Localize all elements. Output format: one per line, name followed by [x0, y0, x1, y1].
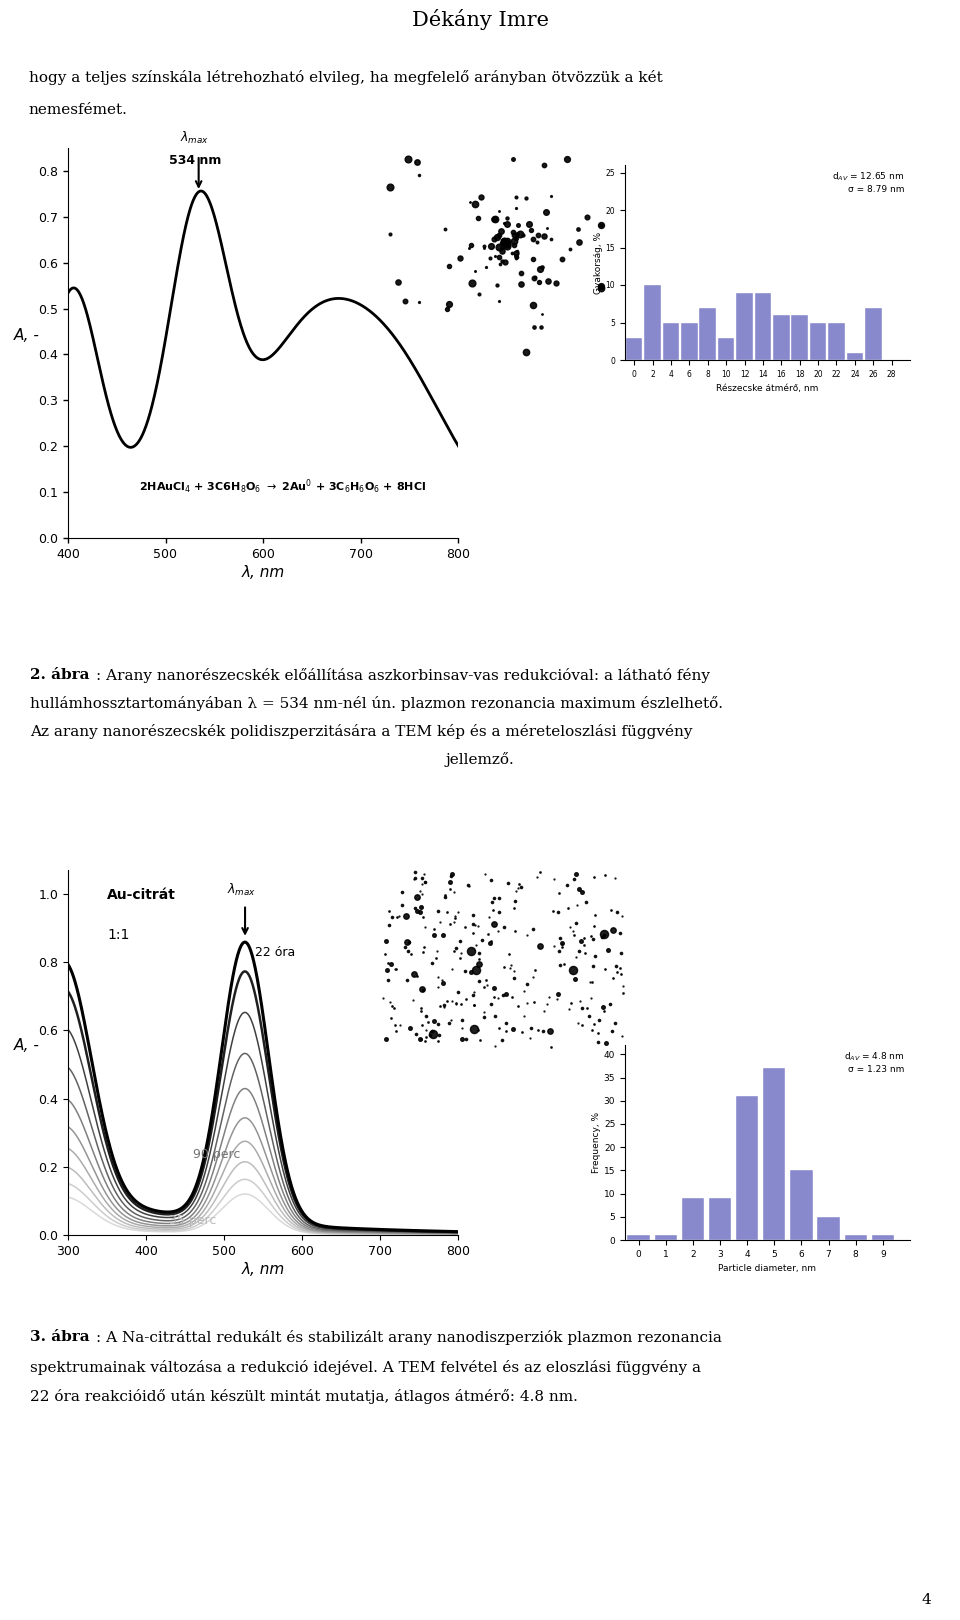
- Y-axis label: Frequency, %: Frequency, %: [592, 1111, 601, 1173]
- Bar: [845, 1236, 867, 1239]
- Bar: [872, 1236, 894, 1239]
- Text: : Arany nanorészecskék előállítása aszkorbinsav-vas redukcióval: a látható fény: : Arany nanorészecskék előállítása aszko…: [96, 667, 709, 684]
- X-axis label: Részecske átmérő, nm: Részecske átmérő, nm: [716, 384, 819, 394]
- Text: Az arany nanorészecskék polidiszperzitására a TEM kép és a méreteloszlási függvé: Az arany nanorészecskék polidiszperzitás…: [30, 724, 692, 739]
- Y-axis label: Gyakorság, %: Gyakorság, %: [594, 232, 603, 293]
- Bar: [681, 322, 698, 360]
- Text: jellemző.: jellemző.: [445, 752, 515, 766]
- Text: d$_{AV}$ = 4.8 nm
σ = 1.23 nm: d$_{AV}$ = 4.8 nm σ = 1.23 nm: [844, 1051, 904, 1074]
- Bar: [736, 1097, 758, 1239]
- Text: $\lambda_{max}$: $\lambda_{max}$: [180, 130, 209, 146]
- Bar: [700, 308, 716, 360]
- Bar: [791, 314, 808, 360]
- Bar: [736, 293, 753, 360]
- Bar: [755, 293, 771, 360]
- Bar: [790, 1170, 812, 1239]
- Bar: [682, 1199, 704, 1239]
- Bar: [828, 322, 845, 360]
- Y-axis label: A, -: A, -: [14, 1037, 40, 1053]
- Bar: [626, 337, 642, 360]
- Text: nemesfémet.: nemesfémet.: [29, 104, 128, 117]
- Text: 1:1: 1:1: [107, 928, 130, 943]
- Bar: [847, 353, 863, 360]
- Bar: [644, 285, 660, 360]
- Bar: [655, 1236, 677, 1239]
- Bar: [810, 322, 827, 360]
- Text: 3. ábra: 3. ábra: [30, 1330, 89, 1345]
- Text: 2. ábra: 2. ábra: [30, 667, 89, 682]
- Text: 22 óra reakcióidő után készült mintát mutatja, átlagos átmérő: 4.8 nm.: 22 óra reakcióidő után készült mintát mu…: [30, 1390, 578, 1405]
- Text: 4: 4: [922, 1592, 931, 1607]
- Bar: [662, 322, 680, 360]
- Text: $\lambda_{max}$: $\lambda_{max}$: [227, 881, 255, 897]
- Y-axis label: A, -: A, -: [14, 327, 40, 343]
- Text: 2HAuCl$_4$ + 3C6H$_8$O$_6$ $\rightarrow$ 2Au$^0$ + 3C$_6$H$_6$O$_6$ + 8HCl: 2HAuCl$_4$ + 3C6H$_8$O$_6$ $\rightarrow$…: [139, 478, 426, 496]
- Bar: [708, 1199, 732, 1239]
- Bar: [773, 314, 789, 360]
- Bar: [763, 1068, 785, 1239]
- Text: Au-citrát: Au-citrát: [107, 888, 176, 902]
- Text: 90 perc: 90 perc: [193, 1149, 240, 1162]
- X-axis label: λ, nm: λ, nm: [241, 1262, 284, 1277]
- Bar: [865, 308, 881, 360]
- Bar: [818, 1217, 840, 1239]
- X-axis label: Particle diameter, nm: Particle diameter, nm: [718, 1264, 817, 1273]
- Text: : A Na-citráttal redukált és stabilizált arany nanodiszperziók plazmon rezonanci: : A Na-citráttal redukált és stabilizált…: [96, 1330, 722, 1345]
- X-axis label: λ, nm: λ, nm: [241, 565, 284, 580]
- Bar: [718, 337, 734, 360]
- Text: hullámhossztartományában λ = 534 nm-nél ún. plazmon rezonancia maximum észlelhet: hullámhossztartományában λ = 534 nm-nél …: [30, 697, 723, 711]
- Text: 35 perc: 35 perc: [169, 1213, 217, 1226]
- Text: spektrumainak változása a redukció idejével. A TEM felvétel és az eloszlási függ: spektrumainak változása a redukció idejé…: [30, 1359, 701, 1375]
- Text: 22 óra: 22 óra: [255, 946, 296, 959]
- Bar: [628, 1236, 650, 1239]
- Text: hogy a teljes színskála létrehozható elvileg, ha megfelelő arányban ötvözzük a k: hogy a teljes színskála létrehozható elv…: [29, 70, 662, 84]
- Text: 534 nm: 534 nm: [169, 154, 221, 167]
- Text: d$_{AV}$ = 12.65 nm
σ = 8.79 nm: d$_{AV}$ = 12.65 nm σ = 8.79 nm: [832, 170, 904, 194]
- Text: Dékány Imre: Dékány Imre: [412, 10, 548, 31]
